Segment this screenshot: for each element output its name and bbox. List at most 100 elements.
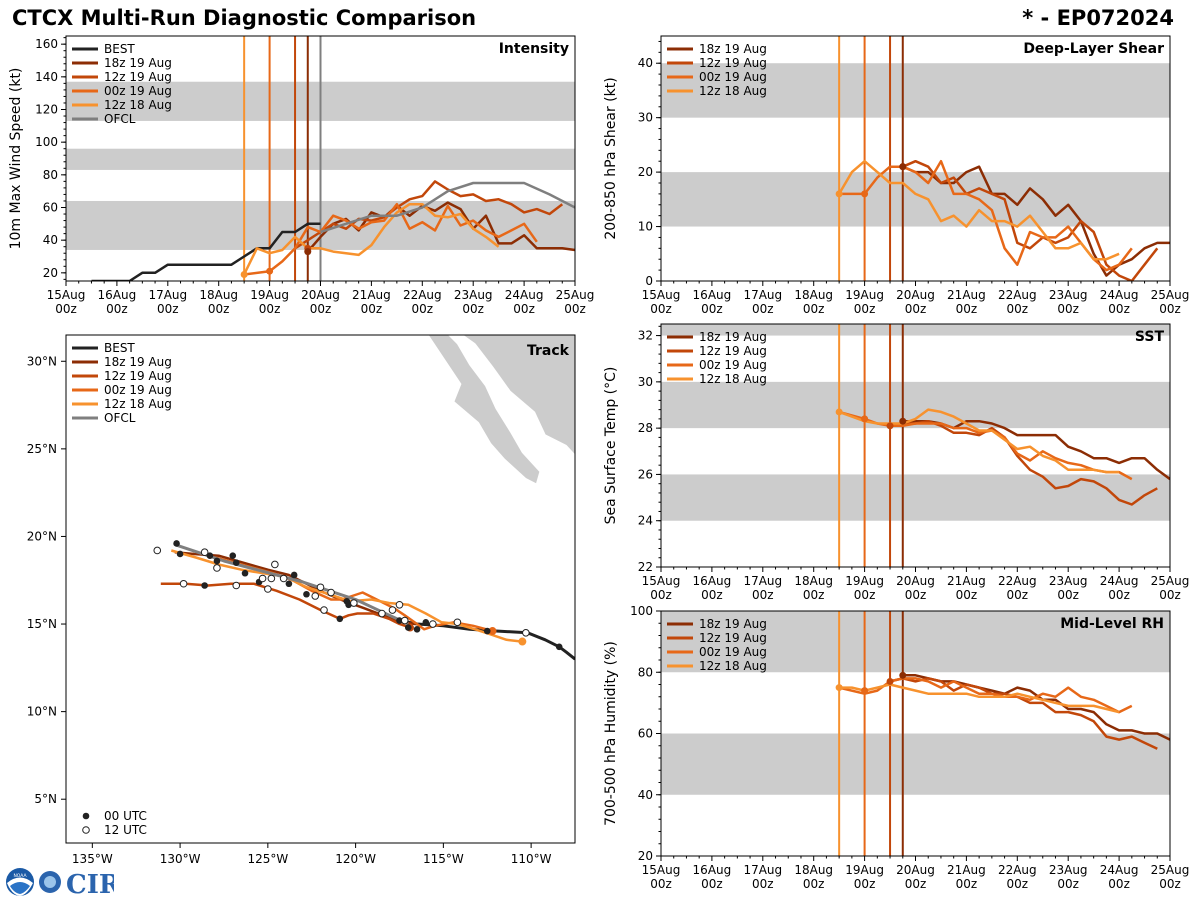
rh-ytick-label: 40 (638, 788, 653, 802)
rh-xtick-label-hour: 00z (854, 877, 876, 891)
shear-title: Deep-Layer Shear (1023, 41, 1164, 57)
track-point-12utc (395, 600, 404, 609)
sst-marker-12z-18-aug (835, 408, 843, 416)
rh-series-group (838, 674, 1170, 750)
intensity-ytick-label: 140 (35, 70, 58, 84)
track-point-00utc (396, 617, 403, 624)
sst-series-group (838, 408, 1170, 506)
track-title: Track (527, 343, 570, 359)
rh-xtick-label-hour: 00z (956, 877, 978, 891)
sst-xtick-label: 19Aug (845, 574, 884, 588)
track-marker-legend-12utc (82, 826, 90, 834)
shear-xtick-label-hour: 00z (1007, 302, 1029, 316)
rh-ylabel: 700-500 hPa Humidity (%) (603, 641, 619, 826)
sst-xtick-label: 15Aug (642, 574, 681, 588)
track-start-00z-19-aug (488, 627, 497, 636)
shear-legend-label-00z-19-aug: 00z 19 Aug (699, 70, 767, 84)
sst-marker-12z-19-aug (886, 422, 894, 430)
sst-xtick-label: 24Aug (1100, 574, 1139, 588)
track-point-12utc (213, 564, 221, 572)
sst-series-12z-18-aug (838, 408, 1120, 474)
rh-xtick-label: 24Aug (1100, 863, 1139, 877)
sst-xtick-label-hour: 00z (701, 588, 723, 602)
shear-ytick-label: 10 (638, 220, 653, 234)
intensity-ytick-label: 120 (35, 103, 58, 117)
intensity-ytick-label: 80 (43, 168, 58, 182)
track-point-00utc (336, 615, 344, 623)
track-marker-legend-label-00utc: 00 UTC (104, 809, 147, 823)
rh-xtick-label-hour: 00z (752, 877, 774, 891)
track-point-12utc (327, 588, 335, 597)
rh-ytick-label: 80 (638, 665, 653, 679)
track-series-12z-18-aug (170, 549, 523, 643)
track-point-12utc (453, 618, 462, 627)
shear-series-12z-18-aug (838, 159, 1120, 261)
track-xtick-label: 125°W (247, 852, 288, 866)
cira-logo: CIRA (39, 870, 114, 898)
sst-legend-label-00z-19-aug: 00z 19 Aug (699, 358, 767, 372)
sst-band-0 (661, 474, 1170, 521)
track-point-12utc (264, 585, 272, 593)
shear-xtick-label-hour: 00z (854, 302, 876, 316)
rh-xtick-label: 17Aug (743, 863, 782, 877)
track-point-12utc (522, 628, 530, 637)
shear-xtick-label: 20Aug (896, 288, 935, 302)
rh-xtick-label-hour: 00z (701, 877, 723, 891)
track-point-12utc (271, 560, 279, 569)
shear-legend-label-12z-19-aug: 12z 19 Aug (699, 56, 767, 70)
shear-xtick-label-hour: 00z (905, 302, 927, 316)
track-point-00utc (413, 625, 421, 633)
shear-ytick-label: 40 (638, 56, 653, 70)
sst-xtick-label-hour: 00z (1007, 588, 1029, 602)
shear-legend-label-12z-18-aug: 12z 18 Aug (699, 84, 767, 98)
shear-xtick-label-hour: 00z (650, 302, 672, 316)
rh-xtick-label: 25Aug (1151, 863, 1190, 877)
rh-marker-18z-19-aug (899, 671, 907, 679)
intensity-xtick-label-hour: 00z (310, 302, 332, 316)
intensity-xtick-label-hour: 00z (55, 302, 77, 316)
intensity-ytick-label: 100 (35, 135, 58, 149)
rh-legend-label-00z-19-aug: 00z 19 Aug (699, 645, 767, 659)
track-point-00utc (404, 624, 412, 631)
rh-xtick-label-hour: 00z (905, 877, 927, 891)
track-point-12utc (311, 592, 320, 600)
storm-id: * - EP072024 (1022, 6, 1174, 30)
intensity-legend-label-18z-19-aug: 18z 19 Aug (104, 56, 172, 70)
intensity-series-ofcl (320, 181, 575, 234)
noaa-logo: NOAA (6, 868, 34, 896)
sst-xtick-label-hour: 00z (956, 588, 978, 602)
track-point-12utc (388, 606, 397, 614)
agency-logos: NOAA CIRA (6, 868, 114, 898)
intensity-series-group (91, 180, 575, 281)
rh-band-0 (661, 733, 1170, 795)
track-legend-label-best: BEST (104, 341, 135, 355)
track-legend-label-ofcl: OFCL (104, 411, 136, 425)
intensity-xtick-label-hour: 00z (157, 302, 179, 316)
rh-xtick-label-hour: 00z (1007, 877, 1029, 891)
sst-ytick-label: 30 (638, 375, 653, 389)
sst-legend-label-12z-18-aug: 12z 18 Aug (699, 372, 767, 386)
track-point-00utc (241, 569, 249, 577)
rh-marker-12z-19-aug (886, 677, 894, 685)
sst-ytick-label: 22 (638, 560, 653, 574)
sst-xtick-label: 17Aug (743, 574, 782, 588)
rh-title: Mid-Level RH (1060, 616, 1164, 632)
track-point-12utc (258, 574, 267, 583)
rh-series-18z-19-aug (902, 674, 1170, 741)
shear-xtick-label: 19Aug (845, 288, 884, 302)
cira-logo-text: CIRA (66, 870, 114, 898)
track-point-00utc (232, 559, 240, 567)
track-point-00utc (483, 627, 491, 635)
track-point-12utc (279, 574, 288, 583)
shear-xtick-label-hour: 00z (1159, 302, 1181, 316)
intensity-xtick-label: 25Aug (556, 288, 595, 302)
rh-xtick-label-hour: 00z (1159, 877, 1181, 891)
track-point-00utc (176, 550, 184, 558)
rh-ytick-label: 100 (630, 604, 653, 618)
intensity-xtick-label: 18Aug (199, 288, 238, 302)
track-point-12utc (316, 583, 325, 592)
rh-series-00z-19-aug (838, 677, 1133, 714)
sst-xtick-label: 20Aug (896, 574, 935, 588)
intensity-xtick-label: 15Aug (47, 288, 86, 302)
